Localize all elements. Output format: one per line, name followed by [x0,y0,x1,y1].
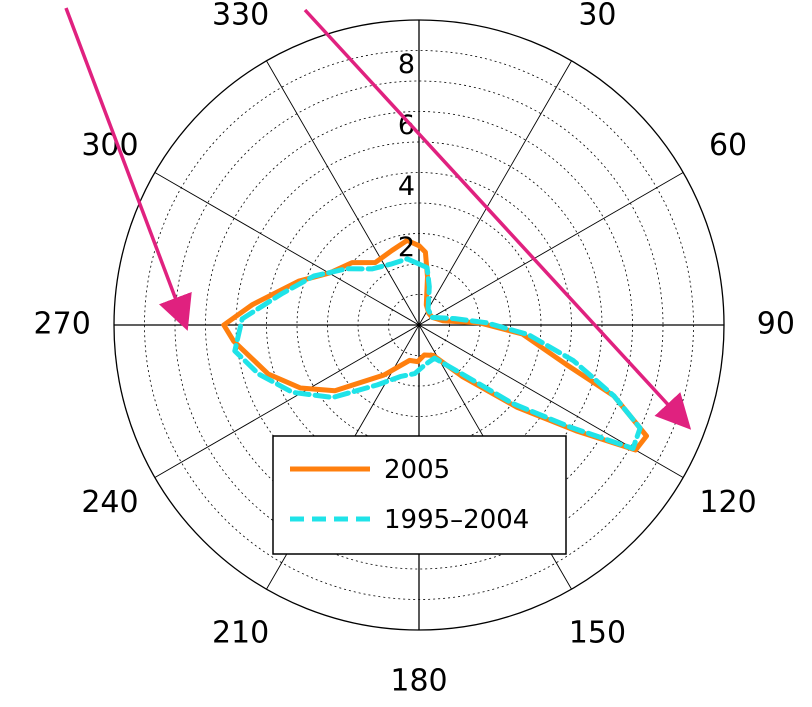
legend-label-1995-2004: 1995–2004 [384,505,529,535]
legend-box [272,435,567,555]
angle-tick-label: 90 [757,307,795,342]
legend: 2005 1995–2004 [272,435,567,555]
angle-tick-label: 180 [390,663,447,698]
series-line-2005 [221,237,649,453]
angle-tick-label: 240 [81,485,138,520]
radial-tick-label: 4 [398,171,415,202]
angle-tick-label: 330 [212,0,269,32]
radial-tick-label: 8 [398,49,415,80]
angle-tick-label: 150 [569,616,626,651]
annotation-arrows [64,7,692,430]
angle-tick-label: 300 [81,128,138,163]
angle-tick-label: 30 [578,0,616,32]
radial-tick-label: 2 [398,232,415,263]
angle-tick-label: 120 [699,485,756,520]
angle-tick-label: 270 [34,307,91,342]
annotation-arrow-right [303,8,692,430]
annotation-arrow-left [64,7,192,331]
angle-tick-label: 210 [212,616,269,651]
series-line-1995-2004 [232,256,643,451]
legend-label-2005: 2005 [384,455,450,485]
series-layer [221,237,649,453]
angle-tick-label: 60 [709,128,747,163]
